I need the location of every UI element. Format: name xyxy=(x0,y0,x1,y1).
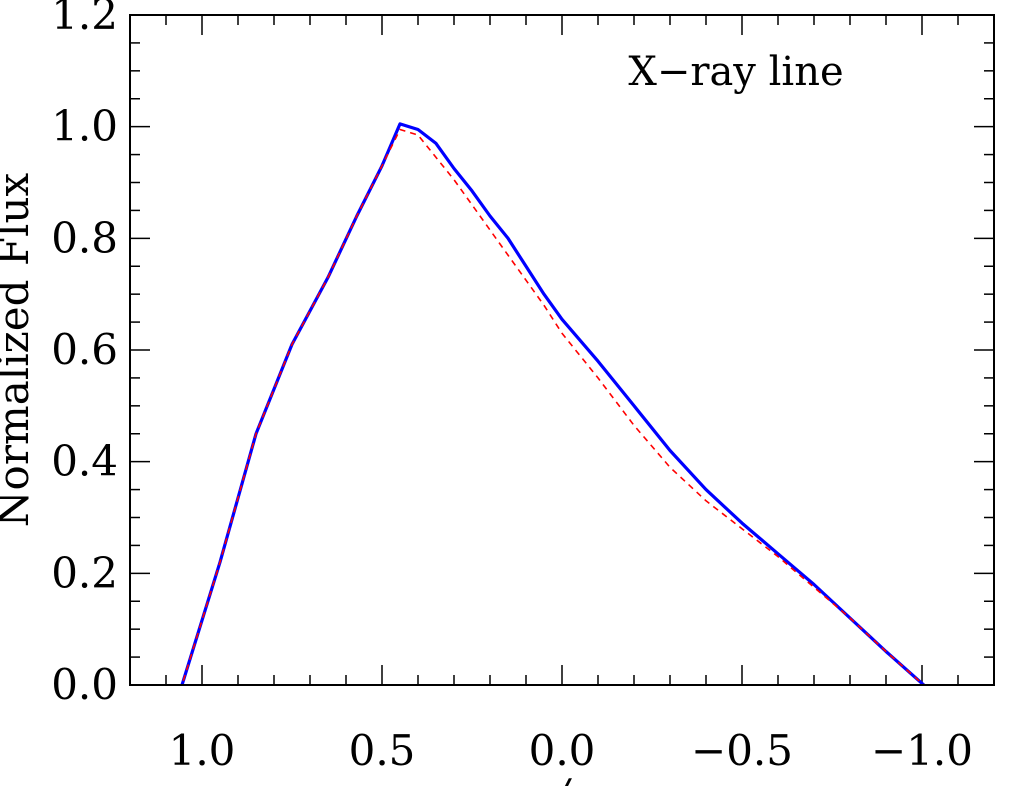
x-tick-label: 1.0 xyxy=(169,726,236,775)
y-tick-label: 0.8 xyxy=(51,213,118,262)
plot-frame xyxy=(129,14,995,686)
annotation-label: X−ray line xyxy=(628,49,843,95)
axis-ticks xyxy=(130,14,994,686)
series-group xyxy=(180,122,927,685)
y-tick-label: 1.0 xyxy=(51,102,118,151)
x-tick-label: 0.5 xyxy=(349,726,416,775)
series-line-dashed xyxy=(181,128,925,685)
x-tick-label: −1.0 xyxy=(871,726,973,775)
y-tick-label: 0.4 xyxy=(51,437,118,486)
x-tick-label: 0.0 xyxy=(529,726,596,775)
x-axis-label: z₁/z₁ xyxy=(517,772,606,786)
y-tick-label: 0.0 xyxy=(51,660,118,709)
y-axis-label: Normalized Flux xyxy=(0,172,38,527)
y-tick-label: 0.2 xyxy=(51,548,118,597)
y-tick-label: 0.6 xyxy=(51,325,118,374)
series-line-solid xyxy=(180,122,927,685)
tick-labels: 1.0 0.5 0.0 −0.5 −1.0 0.0 0.2 0.4 0.6 0.8 1.0 1.2 xyxy=(51,0,973,775)
x-tick-label: −0.5 xyxy=(691,726,793,775)
y-tick-label: 1.2 xyxy=(51,0,118,39)
